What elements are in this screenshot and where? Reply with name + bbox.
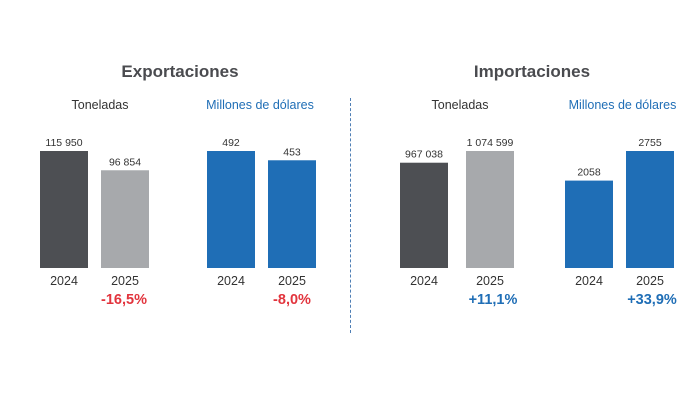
exports-usd-value-label-2024: 492 <box>222 137 240 149</box>
imports-tonnes-change: +11,1% <box>468 292 518 308</box>
imports-usd-bar-2025 <box>626 151 674 268</box>
exports-usd-bar-2025 <box>268 160 316 268</box>
exports-tonnes-label: Toneladas <box>71 98 129 112</box>
exports-usd-label: Millones de dólares <box>206 98 314 112</box>
exports-tonnes-tick-label-2024: 2024 <box>50 274 78 288</box>
exports-title: Exportaciones <box>121 62 239 81</box>
imports-tonnes-tick-label-2025: 2025 <box>476 274 504 288</box>
panel-divider <box>350 98 351 333</box>
imports-tonnes-bar-2025 <box>466 151 514 268</box>
exports-tonnes-tick-label-2025: 2025 <box>111 274 139 288</box>
exports-usd-change: -8,0% <box>273 292 311 308</box>
imports-title: Importaciones <box>473 62 591 81</box>
imports-tonnes-tick-label-2024: 2024 <box>410 274 438 288</box>
imports-tonnes-label: Toneladas <box>431 98 489 112</box>
exports-usd-bar-2024 <box>207 151 255 268</box>
imports-usd-label: Millones de dólares <box>568 98 677 112</box>
imports-usd-value-label-2025: 2755 <box>638 137 662 149</box>
imports-usd-tick-label-2024: 2024 <box>575 274 603 288</box>
exports-tonnes-change: -16,5% <box>101 292 147 308</box>
exports-tonnes-value-label-2025: 96 854 <box>109 156 141 168</box>
exports-usd-tick-label-2025: 2025 <box>278 274 306 288</box>
imports-tonnes-value-label-2024: 967 038 <box>405 149 443 161</box>
imports-tonnes-bar-2024 <box>400 162 448 268</box>
exports-usd-value-label-2025: 453 <box>283 146 301 158</box>
exports-tonnes-bar-2025 <box>101 170 149 268</box>
imports-usd-tick-label-2025: 2025 <box>636 274 664 288</box>
imports-tonnes-value-label-2025: 1 074 599 <box>467 137 514 149</box>
imports-usd-bar-2024 <box>565 180 613 268</box>
exports-tonnes-bar-2024 <box>40 151 88 268</box>
imports-usd-change: +33,9% <box>627 292 677 308</box>
imports-usd-value-label-2024: 2058 <box>577 167 601 179</box>
exports-tonnes-value-label-2024: 115 950 <box>45 137 82 149</box>
exports-usd-tick-label-2024: 2024 <box>217 274 245 288</box>
